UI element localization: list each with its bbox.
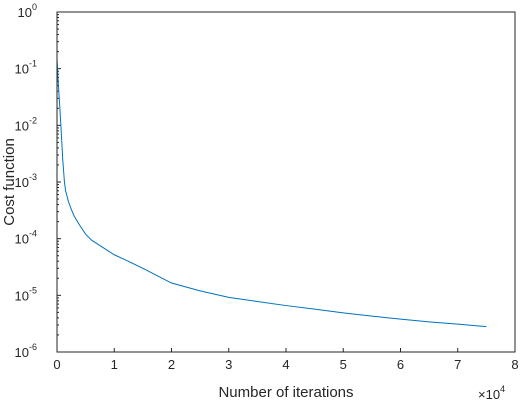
x-tick-label: 0 (53, 357, 60, 372)
y-tick-base: 10 (15, 118, 29, 133)
x-tick-label: 1 (111, 357, 118, 372)
x-tick-label: 2 (168, 357, 175, 372)
x-axis-multiplier: ×104 (478, 384, 505, 402)
y-tick-base: 10 (15, 232, 29, 247)
y-tick-label: 10-1 (15, 59, 37, 77)
y-tick-base: 10 (15, 288, 29, 303)
x-multiplier-base: ×10 (478, 387, 500, 402)
y-tick-exponent: -3 (29, 172, 37, 182)
x-axis-label: Number of iterations (218, 384, 353, 401)
y-tick-label: 10-6 (15, 342, 37, 360)
cost-function-line (56, 58, 487, 328)
x-tick-label: 6 (397, 357, 404, 372)
y-tick-label: 10-5 (15, 285, 37, 303)
x-tick-label: 3 (225, 357, 232, 372)
x-multiplier-exponent: 4 (500, 384, 505, 394)
y-tick-base: 10 (18, 5, 32, 20)
plot-background (57, 12, 515, 352)
y-tick-exponent: -6 (29, 342, 37, 352)
y-tick-label: 10-3 (15, 172, 37, 190)
y-tick-label: 100 (18, 2, 37, 20)
y-tick-base: 10 (15, 62, 29, 77)
y-tick-exponent: -4 (29, 229, 37, 239)
y-tick-base: 10 (15, 175, 29, 190)
x-tick-label: 5 (340, 357, 347, 372)
y-tick-exponent: -1 (29, 59, 37, 69)
x-tick-label: 7 (454, 357, 461, 372)
y-tick-base: 10 (15, 345, 29, 360)
y-tick-label: 10-4 (15, 229, 37, 247)
x-tick-label: 4 (282, 357, 289, 372)
y-tick-exponent: -2 (29, 115, 37, 125)
y-axis-label: Cost function (1, 138, 18, 226)
y-tick-exponent: -5 (29, 285, 37, 295)
x-tick-label: 8 (511, 357, 518, 372)
y-tick-exponent: 0 (32, 2, 37, 12)
plot-frame (56, 11, 516, 353)
y-tick-label: 10-2 (15, 115, 37, 133)
